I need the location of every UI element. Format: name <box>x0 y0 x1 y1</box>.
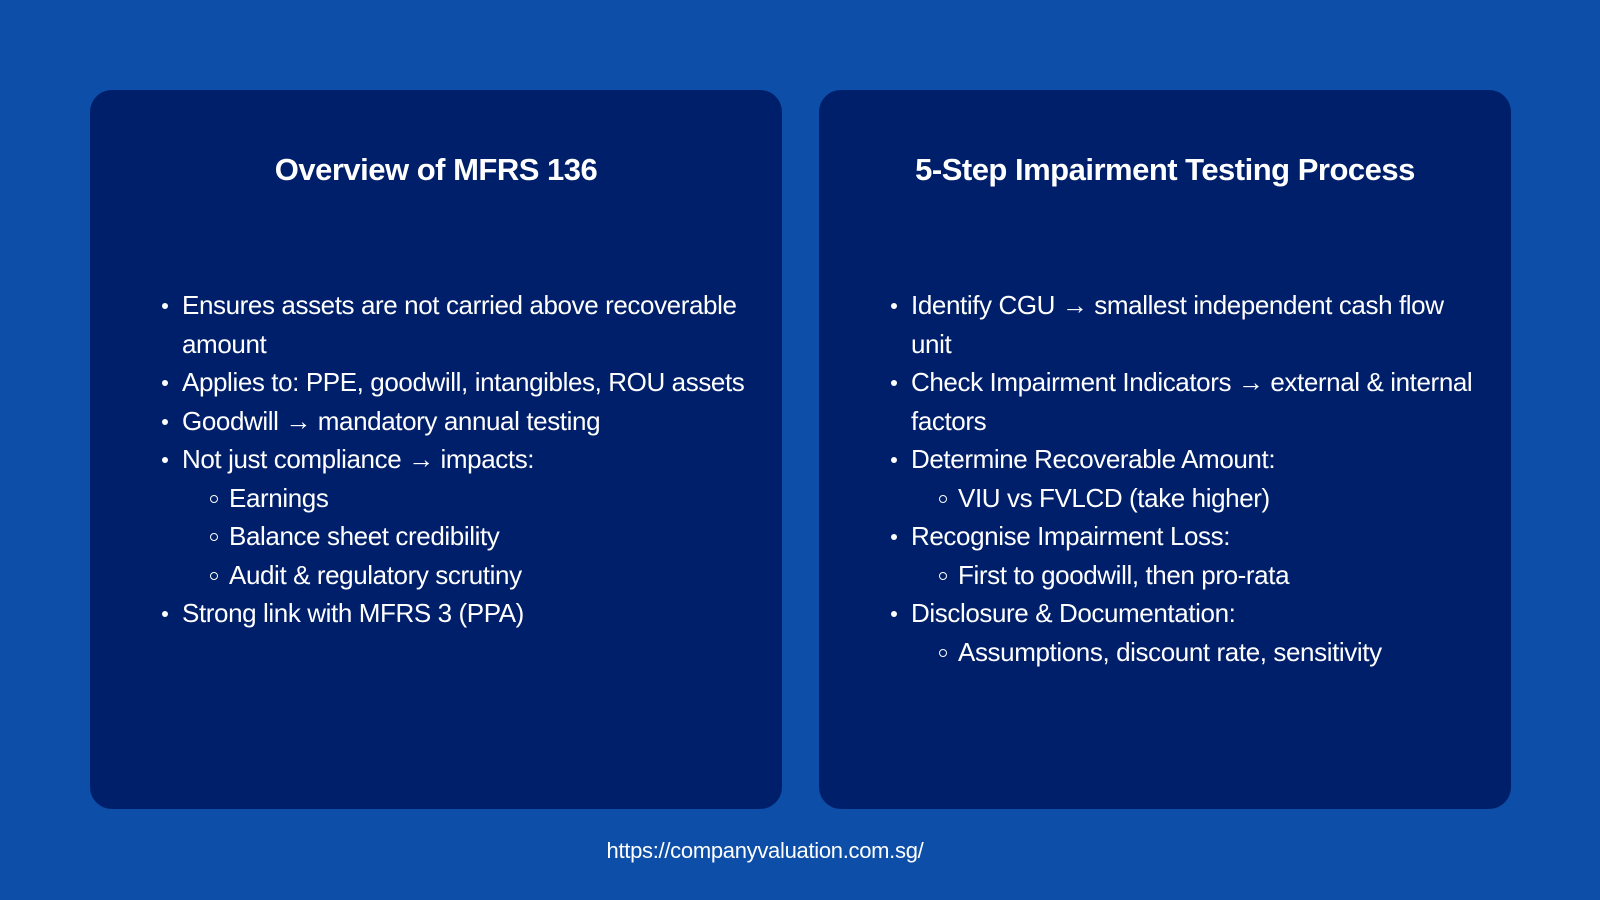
list-item: Check Impairment Indicators → external &… <box>889 363 1481 440</box>
list-item: Determine Recoverable Amount: <box>889 440 1481 479</box>
sub-list-item: Balance sheet credibility <box>160 517 752 556</box>
footer-url-link[interactable]: https://companyvaluation.com.sg/ <box>606 838 924 863</box>
process-bullet-list: Identify CGU → smallest independent cash… <box>889 286 1481 671</box>
list-item: Identify CGU → smallest independent cash… <box>889 286 1481 363</box>
overview-bullet-list: Ensures assets are not carried above rec… <box>160 286 752 633</box>
list-item: Disclosure & Documentation: <box>889 594 1481 633</box>
sub-list-item: First to goodwill, then pro-rata <box>889 556 1481 595</box>
list-item: Not just compliance → impacts: <box>160 440 752 479</box>
process-title: 5-Step Impairment Testing Process <box>915 152 1415 187</box>
list-item: Applies to: PPE, goodwill, intangibles, … <box>160 363 752 402</box>
sub-list-item: Audit & regulatory scrutiny <box>160 556 752 595</box>
process-card: 5-Step Impairment Testing Process Identi… <box>819 90 1511 809</box>
sub-list-item: Earnings <box>160 479 752 518</box>
list-item: Ensures assets are not carried above rec… <box>160 286 752 363</box>
sub-list-item: Assumptions, discount rate, sensitivity <box>889 633 1481 672</box>
overview-card: Overview of MFRS 136 Ensures assets are … <box>90 90 782 809</box>
list-item: Strong link with MFRS 3 (PPA) <box>160 594 752 633</box>
list-item: Recognise Impairment Loss: <box>889 517 1481 556</box>
list-item: Goodwill → mandatory annual testing <box>160 402 752 441</box>
overview-title: Overview of MFRS 136 <box>274 152 598 187</box>
sub-list-item: VIU vs FVLCD (take higher) <box>889 479 1481 518</box>
